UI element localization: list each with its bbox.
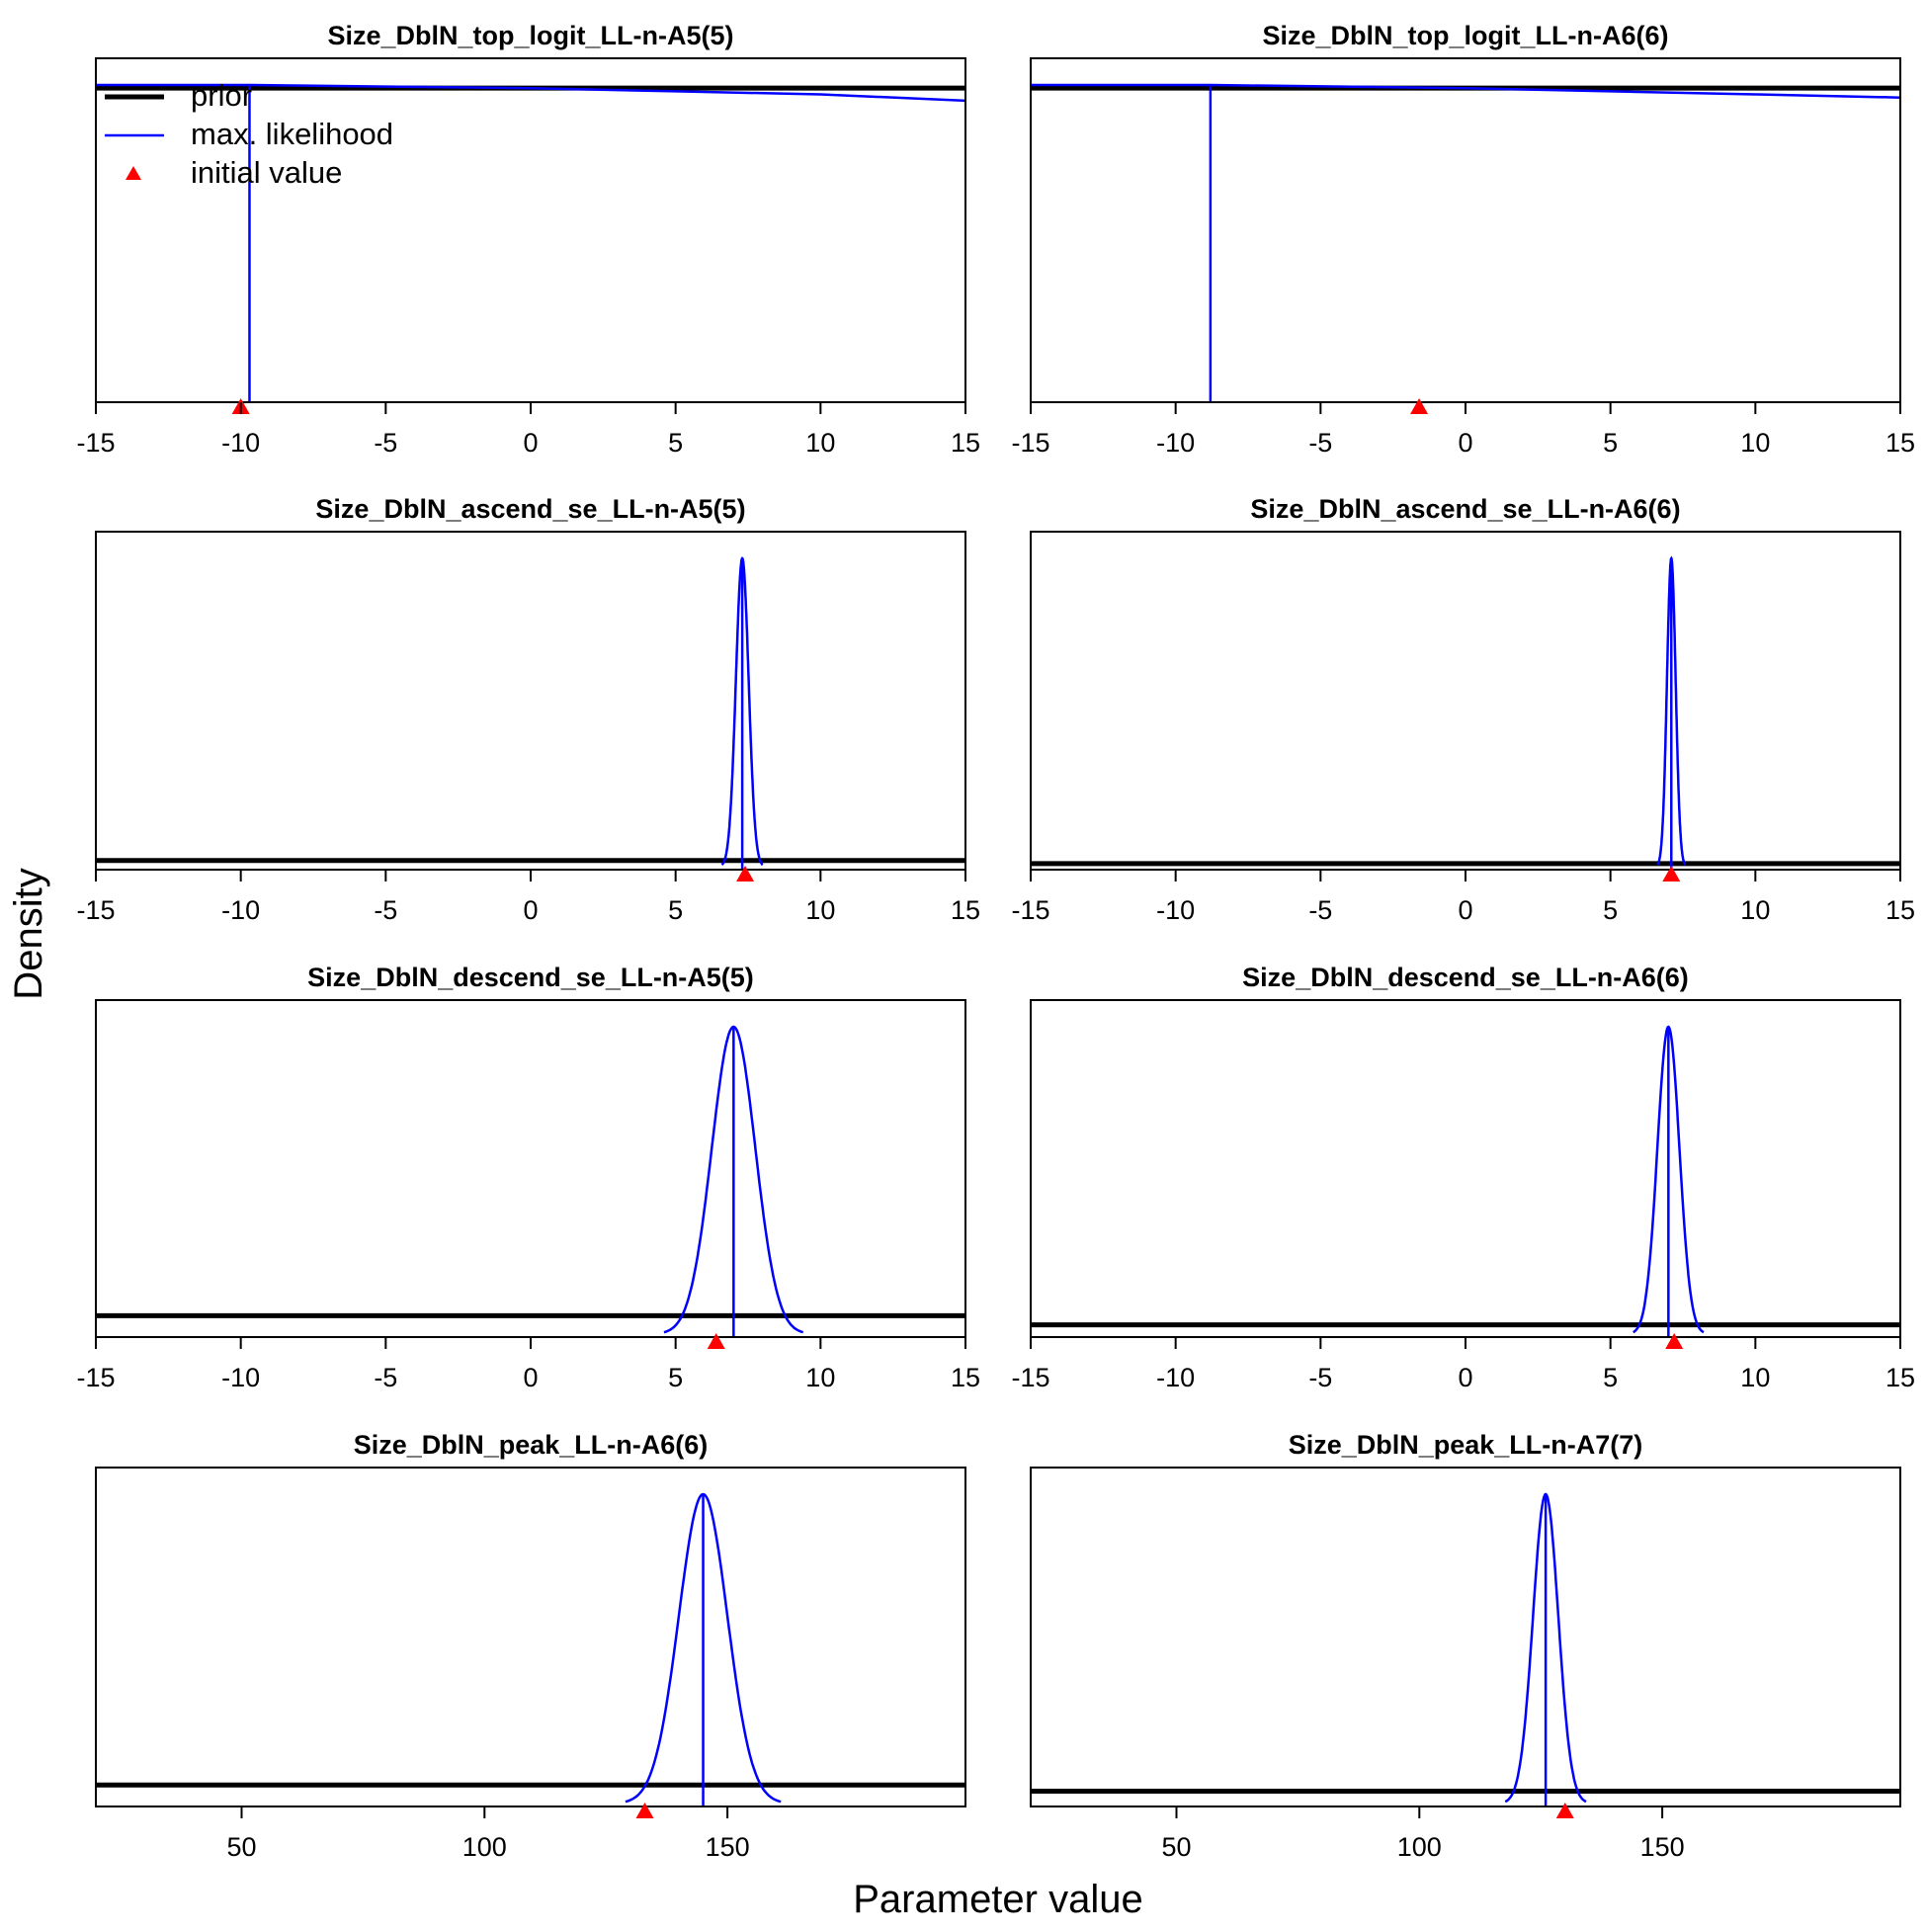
initial-value-marker (1555, 1803, 1574, 1818)
x-tick-label: -15 (76, 428, 115, 458)
x-tick-label: 15 (1885, 895, 1915, 925)
panel-plot-area (96, 1025, 965, 1337)
panel-frame (95, 531, 966, 871)
legend-swatch-initial (126, 166, 141, 180)
y-axis-label: Density (7, 868, 50, 999)
x-tick-label: 15 (951, 428, 980, 458)
initial-value-marker (1665, 1333, 1684, 1349)
x-tick-label: 5 (668, 428, 683, 458)
x-tick-label: 10 (1740, 428, 1770, 458)
x-tick-label: -15 (1011, 1363, 1049, 1392)
x-tick-label: 10 (1740, 895, 1770, 925)
x-tick-label: -10 (1156, 428, 1195, 458)
legend-label: prior (191, 78, 252, 113)
x-tick-label: -5 (1308, 1363, 1332, 1392)
x-tick-label: 50 (1161, 1832, 1191, 1862)
x-tick-label: 10 (805, 1363, 835, 1392)
panel-title: Size_DblN_top_logit_LL-n-A6(6) (1262, 21, 1668, 50)
panel-2: Size_DblN_top_logit_LL-n-A6(6) -15 -10 -5 0 5… (1011, 21, 1915, 458)
x-tick-label: -10 (1156, 895, 1195, 925)
x-tick-label: 0 (523, 895, 538, 925)
x-tick-label: 5 (668, 1363, 683, 1392)
panel-frame (1030, 531, 1901, 871)
legend-label: initial value (191, 155, 342, 190)
x-tick-label: 100 (462, 1832, 507, 1862)
panel-title: Size_DblN_peak_LL-n-A6(6) (354, 1430, 709, 1460)
mle-curve (1031, 83, 1900, 99)
legend: prior max. likelihood initial value (105, 78, 393, 190)
panel-frame (95, 999, 966, 1338)
panel-6: Size_DblN_descend_se_LL-n-A6(6) -15 -10 -5 0… (1011, 963, 1915, 1392)
panel-3: Size_DblN_ascend_se_LL-n-A5(5) -15 -10 -5 0 5… (76, 494, 980, 925)
x-tick-label: 0 (523, 428, 538, 458)
x-tick-label: -10 (221, 428, 260, 458)
x-tick-label: 10 (805, 895, 835, 925)
initial-value-marker (1662, 866, 1681, 882)
panel-1: Size_DblN_top_logit_LL-n-A5(5) -15 -10 -5 0 5… (76, 21, 980, 458)
x-tick-label: -10 (221, 895, 260, 925)
x-tick-label: -15 (76, 1363, 115, 1392)
panel-title: Size_DblN_ascend_se_LL-n-A5(5) (315, 494, 745, 524)
x-axis-label: Parameter value (853, 1878, 1142, 1921)
panel-frame (1030, 1467, 1901, 1807)
panel-title: Size_DblN_top_logit_LL-n-A5(5) (327, 21, 733, 50)
x-tick-label: -5 (374, 1363, 397, 1392)
x-tick-label: 5 (1603, 428, 1618, 458)
x-tick-label: 150 (1640, 1832, 1685, 1862)
panel-title: Size_DblN_descend_se_LL-n-A6(6) (1242, 963, 1689, 992)
x-tick-label: 50 (226, 1832, 256, 1862)
x-tick-label: 15 (951, 1363, 980, 1392)
panel-plot-area (96, 556, 965, 870)
x-tick-label: -5 (1308, 428, 1332, 458)
x-tick-label: -15 (1011, 895, 1049, 925)
panel-5: Size_DblN_descend_se_LL-n-A5(5) -15 -10 -5 0… (76, 963, 980, 1392)
x-tick-label: 10 (1740, 1363, 1770, 1392)
x-tick-label: -5 (374, 895, 397, 925)
x-tick-label: -15 (1011, 428, 1049, 458)
x-tick-label: -5 (1308, 895, 1332, 925)
panel-4: Size_DblN_ascend_se_LL-n-A6(6) -15 -10 -5 0 5… (1011, 494, 1915, 925)
x-tick-label: 100 (1397, 1832, 1442, 1862)
x-tick-label: 0 (1458, 1363, 1472, 1392)
initial-value-marker (707, 1333, 725, 1349)
panel-plot-area (96, 1492, 965, 1806)
x-tick-label: 10 (805, 428, 835, 458)
panel-plot-area (1031, 555, 1900, 870)
panel-frame (1030, 999, 1901, 1338)
initial-value-marker (1410, 398, 1429, 414)
x-tick-label: 150 (706, 1832, 750, 1862)
x-tick-label: -5 (374, 428, 397, 458)
x-tick-label: 15 (1885, 428, 1915, 458)
x-tick-label: 5 (1603, 1363, 1618, 1392)
panel-plot-area (1031, 83, 1900, 402)
mle-curve (96, 83, 965, 103)
panel-title: Size_DblN_ascend_se_LL-n-A6(6) (1250, 494, 1680, 524)
x-tick-label: 0 (1458, 895, 1472, 925)
initial-value-marker (736, 866, 755, 882)
x-tick-label: 0 (1458, 428, 1472, 458)
x-tick-label: -10 (221, 1363, 260, 1392)
x-tick-label: -15 (76, 895, 115, 925)
panel-frame (95, 1467, 966, 1807)
panel-title: Size_DblN_peak_LL-n-A7(7) (1289, 1430, 1643, 1460)
initial-value-marker (635, 1803, 654, 1818)
panel-frame (1030, 57, 1901, 403)
panel-plot-area (96, 83, 965, 402)
legend-label: max. likelihood (191, 117, 393, 151)
x-tick-label: 0 (523, 1363, 538, 1392)
panel-plot-area (1031, 1492, 1900, 1806)
x-tick-label: 5 (1603, 895, 1618, 925)
panel-title: Size_DblN_descend_se_LL-n-A5(5) (307, 963, 754, 992)
x-tick-label: 5 (668, 895, 683, 925)
panel-plot-area (1031, 1025, 1900, 1337)
x-tick-label: 15 (951, 895, 980, 925)
panel-8: Size_DblN_peak_LL-n-A7(7) 50 100 150 (1030, 1430, 1901, 1862)
x-tick-label: -10 (1156, 1363, 1195, 1392)
panel-7: Size_DblN_peak_LL-n-A6(6) 50 100 150 (95, 1430, 966, 1862)
x-tick-label: 15 (1885, 1363, 1915, 1392)
